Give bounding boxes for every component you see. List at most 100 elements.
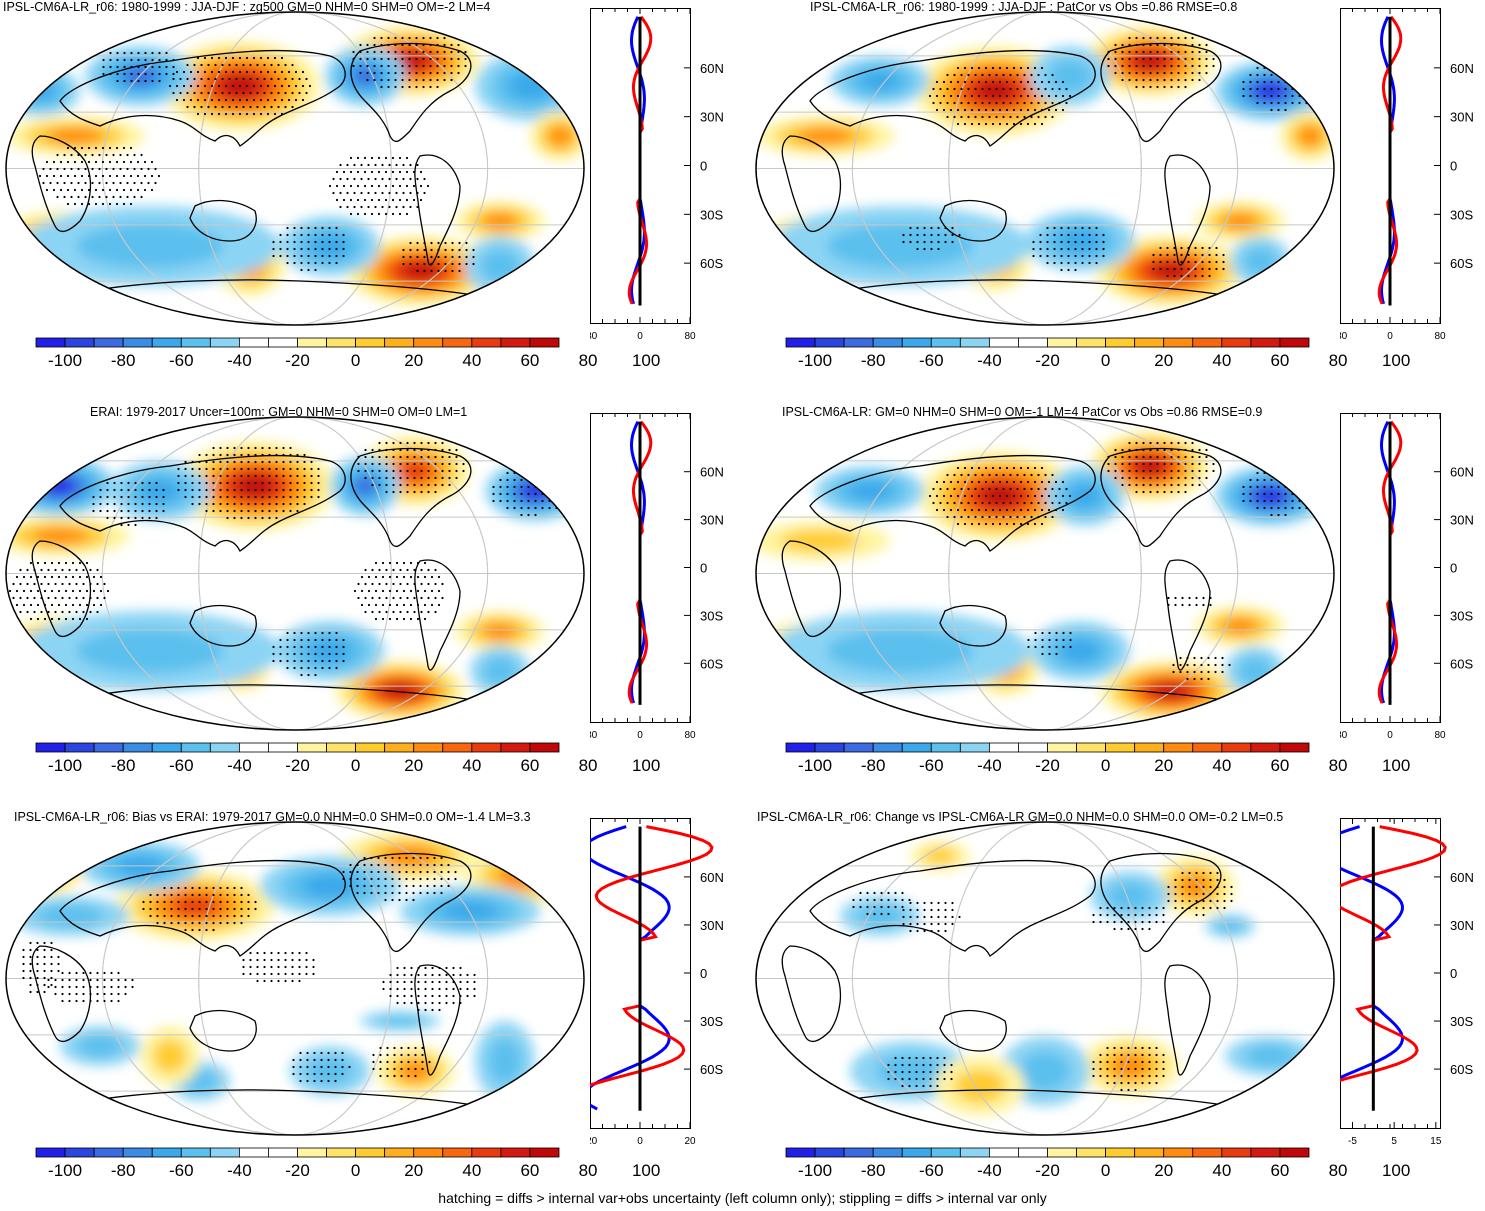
stipple-dot xyxy=(71,561,75,565)
stipple-dot xyxy=(452,987,455,991)
field-anomaly-2-2 xyxy=(848,481,892,501)
stipple-dot xyxy=(113,481,116,485)
stipple-dot xyxy=(50,962,53,966)
stipple-dot xyxy=(1205,43,1208,47)
field-anomaly-12-2 xyxy=(482,623,518,639)
stipple-dot xyxy=(364,469,367,473)
stipple-dot xyxy=(103,985,106,989)
stipple-dot xyxy=(1163,462,1166,466)
stipple-dot xyxy=(328,261,331,265)
stipple-dot xyxy=(951,226,954,230)
stipple-dot xyxy=(1113,1046,1116,1050)
stipple-dot xyxy=(406,483,409,487)
stipple-dot xyxy=(929,1056,932,1060)
field-anomaly-1-2 xyxy=(15,849,65,883)
stipple-dot xyxy=(915,1084,918,1088)
stipple-dot xyxy=(282,481,285,485)
stipple-dot xyxy=(434,462,437,466)
stipple-dot xyxy=(413,448,416,452)
stipple-dot xyxy=(392,483,395,487)
stipple-dot xyxy=(520,485,523,489)
stipple-dot xyxy=(1102,233,1105,237)
field-anomaly-11-2 xyxy=(1222,618,1258,634)
stipple-dot xyxy=(245,98,249,102)
stipple-dot xyxy=(120,516,123,520)
stipple-dot xyxy=(923,247,926,251)
stipple-dot xyxy=(105,153,108,157)
stipple-dot xyxy=(1106,1053,1109,1057)
stipple-dot xyxy=(1214,663,1217,667)
stipple-dot xyxy=(119,167,122,171)
profile-lat-label: 30S xyxy=(700,1014,723,1029)
stipple-dot xyxy=(1166,253,1169,257)
stipple-dot xyxy=(991,494,995,498)
stipple-dot xyxy=(1212,469,1215,473)
stipple-dot xyxy=(279,659,282,663)
stipple-dot xyxy=(393,1046,396,1050)
stipple-dot xyxy=(423,561,427,565)
colorbar-swatch xyxy=(1279,337,1310,348)
stipple-dot xyxy=(275,467,278,471)
stipple-dot xyxy=(155,488,158,492)
stipple-dot xyxy=(184,914,187,918)
colorbar-swatch xyxy=(471,742,502,753)
stipple-dot xyxy=(1177,490,1180,494)
stipple-dot xyxy=(1174,892,1177,896)
stipple-dot xyxy=(423,617,427,621)
coastline xyxy=(59,859,346,957)
stipple-dot xyxy=(307,631,310,635)
stipple-dot xyxy=(1067,233,1070,237)
stipple-dot xyxy=(1263,492,1266,496)
stipple-dot xyxy=(434,490,437,494)
stipple-dot xyxy=(1081,254,1084,258)
stipple-dot xyxy=(984,508,988,512)
stipple-dot xyxy=(272,652,275,656)
stipple-dot xyxy=(279,254,282,258)
stipple-dot xyxy=(1067,247,1070,251)
stipple-dot xyxy=(284,63,287,67)
stipple-dot xyxy=(1184,78,1187,82)
stipple-dot xyxy=(1174,603,1177,607)
stipple-dot xyxy=(57,575,61,579)
stipple-dot xyxy=(462,469,465,473)
stipple-dot xyxy=(916,226,919,230)
stipple-dot xyxy=(346,177,349,181)
stipple-dot xyxy=(263,958,266,962)
stipple-dot xyxy=(68,999,71,1003)
stipple-dot xyxy=(279,247,282,251)
stipple-dot xyxy=(217,112,221,116)
stipple-dot xyxy=(335,184,339,188)
field-anomaly-9-1 xyxy=(826,223,974,269)
stipple-dot xyxy=(109,58,112,62)
stipple-dot xyxy=(272,254,275,258)
colorbar xyxy=(785,742,1310,753)
stipple-dot xyxy=(1256,101,1259,105)
stipple-dot xyxy=(96,568,99,572)
stipple-dot xyxy=(377,891,380,895)
colorbar-swatch xyxy=(959,1147,990,1158)
stipple-dot xyxy=(1067,268,1070,272)
stipple-dot xyxy=(184,886,187,890)
stipple-dot xyxy=(342,170,346,174)
stipple-dot xyxy=(440,891,443,895)
stipple-dot xyxy=(110,978,113,982)
stipple-dot xyxy=(1128,483,1131,487)
stipple-dot xyxy=(1177,78,1180,82)
stipple-dot xyxy=(1037,73,1040,77)
stipple-dot xyxy=(254,502,257,506)
stipple-dot xyxy=(242,965,245,969)
stipple-dot xyxy=(233,488,236,492)
stipple-dot xyxy=(422,64,425,68)
stipple-dot xyxy=(1074,268,1077,272)
coastline xyxy=(350,42,472,143)
stipple-dot xyxy=(506,506,509,510)
stipple-dot xyxy=(410,1001,413,1005)
stipple-dot xyxy=(427,582,430,586)
stipple-dot xyxy=(395,205,398,209)
stipple-dot xyxy=(902,240,905,244)
stipple-dot xyxy=(307,226,310,230)
stipple-dot xyxy=(137,51,140,55)
stipple-dot xyxy=(377,863,380,867)
stipple-dot xyxy=(370,170,374,174)
stipple-dot xyxy=(378,455,381,459)
